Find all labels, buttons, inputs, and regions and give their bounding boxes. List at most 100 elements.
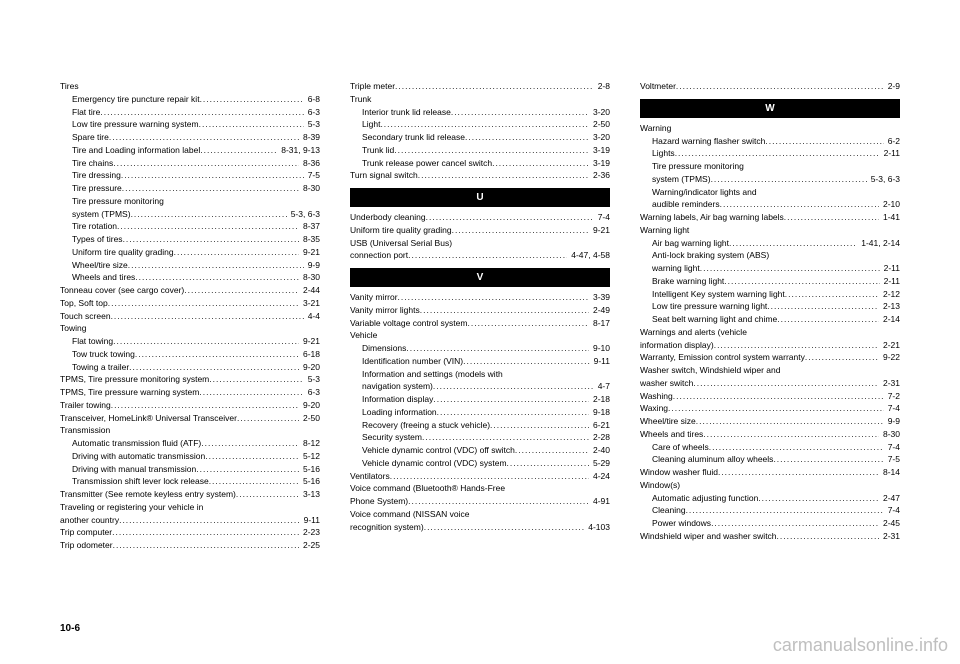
group-header: Towing — [60, 322, 320, 335]
entry-label: Vanity mirror lights — [350, 304, 589, 317]
index-entry: Voltmeter2-9 — [640, 80, 900, 93]
index-entry: Brake warning light2-11 — [640, 275, 900, 288]
column-2: Triple meter2-8TrunkInterior trunk lid r… — [350, 80, 610, 552]
entry-label: Turn signal switch — [350, 169, 589, 182]
entry-label: Cleaning — [652, 504, 884, 517]
group-header: Window(s) — [640, 479, 900, 492]
entry-label: Recovery (freeing a stuck vehicle) — [362, 419, 589, 432]
index-entry: connection port4-47, 4-58 — [350, 249, 610, 262]
index-entry: Tire pressure monitoring — [60, 195, 320, 208]
index-entry: Trip odometer2-25 — [60, 539, 320, 552]
index-entry: Uniform tire quality grading9-21 — [350, 224, 610, 237]
index-entry: Intelligent Key system warning light2-12 — [640, 288, 900, 301]
entry-label: Trunk lid — [362, 144, 589, 157]
index-entry: Identification number (VIN)9-11 — [350, 355, 610, 368]
entry-label: Low tire pressure warning system — [72, 118, 304, 131]
entry-label: Underbody cleaning — [350, 211, 594, 224]
index-entry: navigation system)4-7 — [350, 380, 610, 393]
index-entry: Spare tire8-39 — [60, 131, 320, 144]
entry-page: 3-39 — [589, 291, 610, 304]
entry-page: 2-45 — [879, 517, 900, 530]
entry-page: 5-3 — [304, 373, 320, 386]
index-entry: recognition system)4-103 — [350, 521, 610, 534]
entry-page: 9-11 — [300, 514, 320, 527]
entry-page: 2-50 — [589, 118, 610, 131]
entry-label: Warranty, Emission control system warran… — [640, 351, 879, 364]
index-entry: Tire rotation8-37 — [60, 220, 320, 233]
index-entry: Light2-50 — [350, 118, 610, 131]
entry-page: 5-3, 6-3 — [867, 173, 900, 186]
entry-page: 5-3 — [304, 118, 320, 131]
entry-page: 5-12 — [299, 450, 320, 463]
index-entry: Cleaning aluminum alloy wheels7-5 — [640, 453, 900, 466]
entry-page: 2-21 — [879, 339, 900, 352]
entry-page: 9-22 — [879, 351, 900, 364]
group-header: Trunk — [350, 93, 610, 106]
entry-label: Wheel/tire size — [72, 259, 304, 272]
entry-page: 2-11 — [880, 147, 900, 160]
entry-label: Flat towing — [72, 335, 299, 348]
entry-label: Low tire pressure warning light — [652, 300, 879, 313]
index-page: TiresEmergency tire puncture repair kit6… — [0, 0, 960, 572]
entry-label: Power windows — [652, 517, 879, 530]
index-entry: Flat towing9-21 — [60, 335, 320, 348]
index-entry: Transceiver, HomeLink® Universal Transce… — [60, 412, 320, 425]
entry-page: 9-9 — [884, 415, 900, 428]
entry-label: Washing — [640, 390, 884, 403]
entry-label: Voltmeter — [640, 80, 884, 93]
entry-label: Trailer towing — [60, 399, 299, 412]
entry-label: Spare tire — [72, 131, 299, 144]
entry-page: 2-31 — [879, 530, 900, 543]
entry-label: Driving with automatic transmission — [72, 450, 299, 463]
entry-page: 8-31, 9-13 — [277, 144, 320, 157]
entry-label: Brake warning light — [652, 275, 880, 288]
entry-label: warning light — [652, 262, 880, 275]
entry-label: Information display — [362, 393, 589, 406]
section-header-w: W — [640, 99, 900, 118]
index-entry: Towing a trailer9-20 — [60, 361, 320, 374]
entry-page: 2-18 — [589, 393, 610, 406]
column-1: TiresEmergency tire puncture repair kit6… — [60, 80, 320, 552]
index-entry: Vehicle dynamic control (VDC) system5-29 — [350, 457, 610, 470]
entry-page: 6-3 — [304, 106, 320, 119]
group-header: Warning light — [640, 224, 900, 237]
index-entry: Dimensions9-10 — [350, 342, 610, 355]
index-entry: Loading information9-18 — [350, 406, 610, 419]
entry-page: 9-18 — [589, 406, 610, 419]
entry-label: Secondary trunk lid release — [362, 131, 589, 144]
entry-page: 6-21 — [589, 419, 610, 432]
entry-label: Vanity mirror — [350, 291, 589, 304]
entry-page: 9-20 — [299, 361, 320, 374]
entry-label: Dimensions — [362, 342, 589, 355]
entry-label: Warning labels, Air bag warning labels — [640, 211, 879, 224]
index-entry: Phone System)4-91 — [350, 495, 610, 508]
entry-label: Tonneau cover (see cargo cover) — [60, 284, 299, 297]
entry-page: 6-8 — [304, 93, 320, 106]
entry-page: 2-40 — [589, 444, 610, 457]
entry-label: Cleaning aluminum alloy wheels — [652, 453, 884, 466]
index-entry: Voice command (Bluetooth® Hands-Free — [350, 482, 610, 495]
index-entry: Washer switch, Windshield wiper and — [640, 364, 900, 377]
entry-page: 3-13 — [299, 488, 320, 501]
index-entry: Waxing7-4 — [640, 402, 900, 415]
entry-page: 3-21 — [299, 297, 320, 310]
entry-page: 9-21 — [299, 246, 320, 259]
index-entry: Vanity mirror lights2-49 — [350, 304, 610, 317]
index-entry: Driving with automatic transmission5-12 — [60, 450, 320, 463]
index-entry: Tire pressure8-30 — [60, 182, 320, 195]
entry-page: 2-11 — [880, 275, 900, 288]
entry-label: system (TPMS) — [72, 208, 287, 221]
index-entry: Voice command (NISSAN voice — [350, 508, 610, 521]
entry-page: 8-30 — [299, 271, 320, 284]
entry-page: 8-12 — [299, 437, 320, 450]
index-entry: Windshield wiper and washer switch2-31 — [640, 530, 900, 543]
index-entry: Tire chains8-36 — [60, 157, 320, 170]
entry-page: 2-49 — [589, 304, 610, 317]
index-entry: Trailer towing9-20 — [60, 399, 320, 412]
index-entry: Anti-lock braking system (ABS) — [640, 249, 900, 262]
index-entry: Power windows2-45 — [640, 517, 900, 530]
entry-label: Hazard warning flasher switch — [652, 135, 884, 148]
entry-page: 3-20 — [589, 106, 610, 119]
entry-page: 2-44 — [299, 284, 320, 297]
entry-page: 2-47 — [879, 492, 900, 505]
